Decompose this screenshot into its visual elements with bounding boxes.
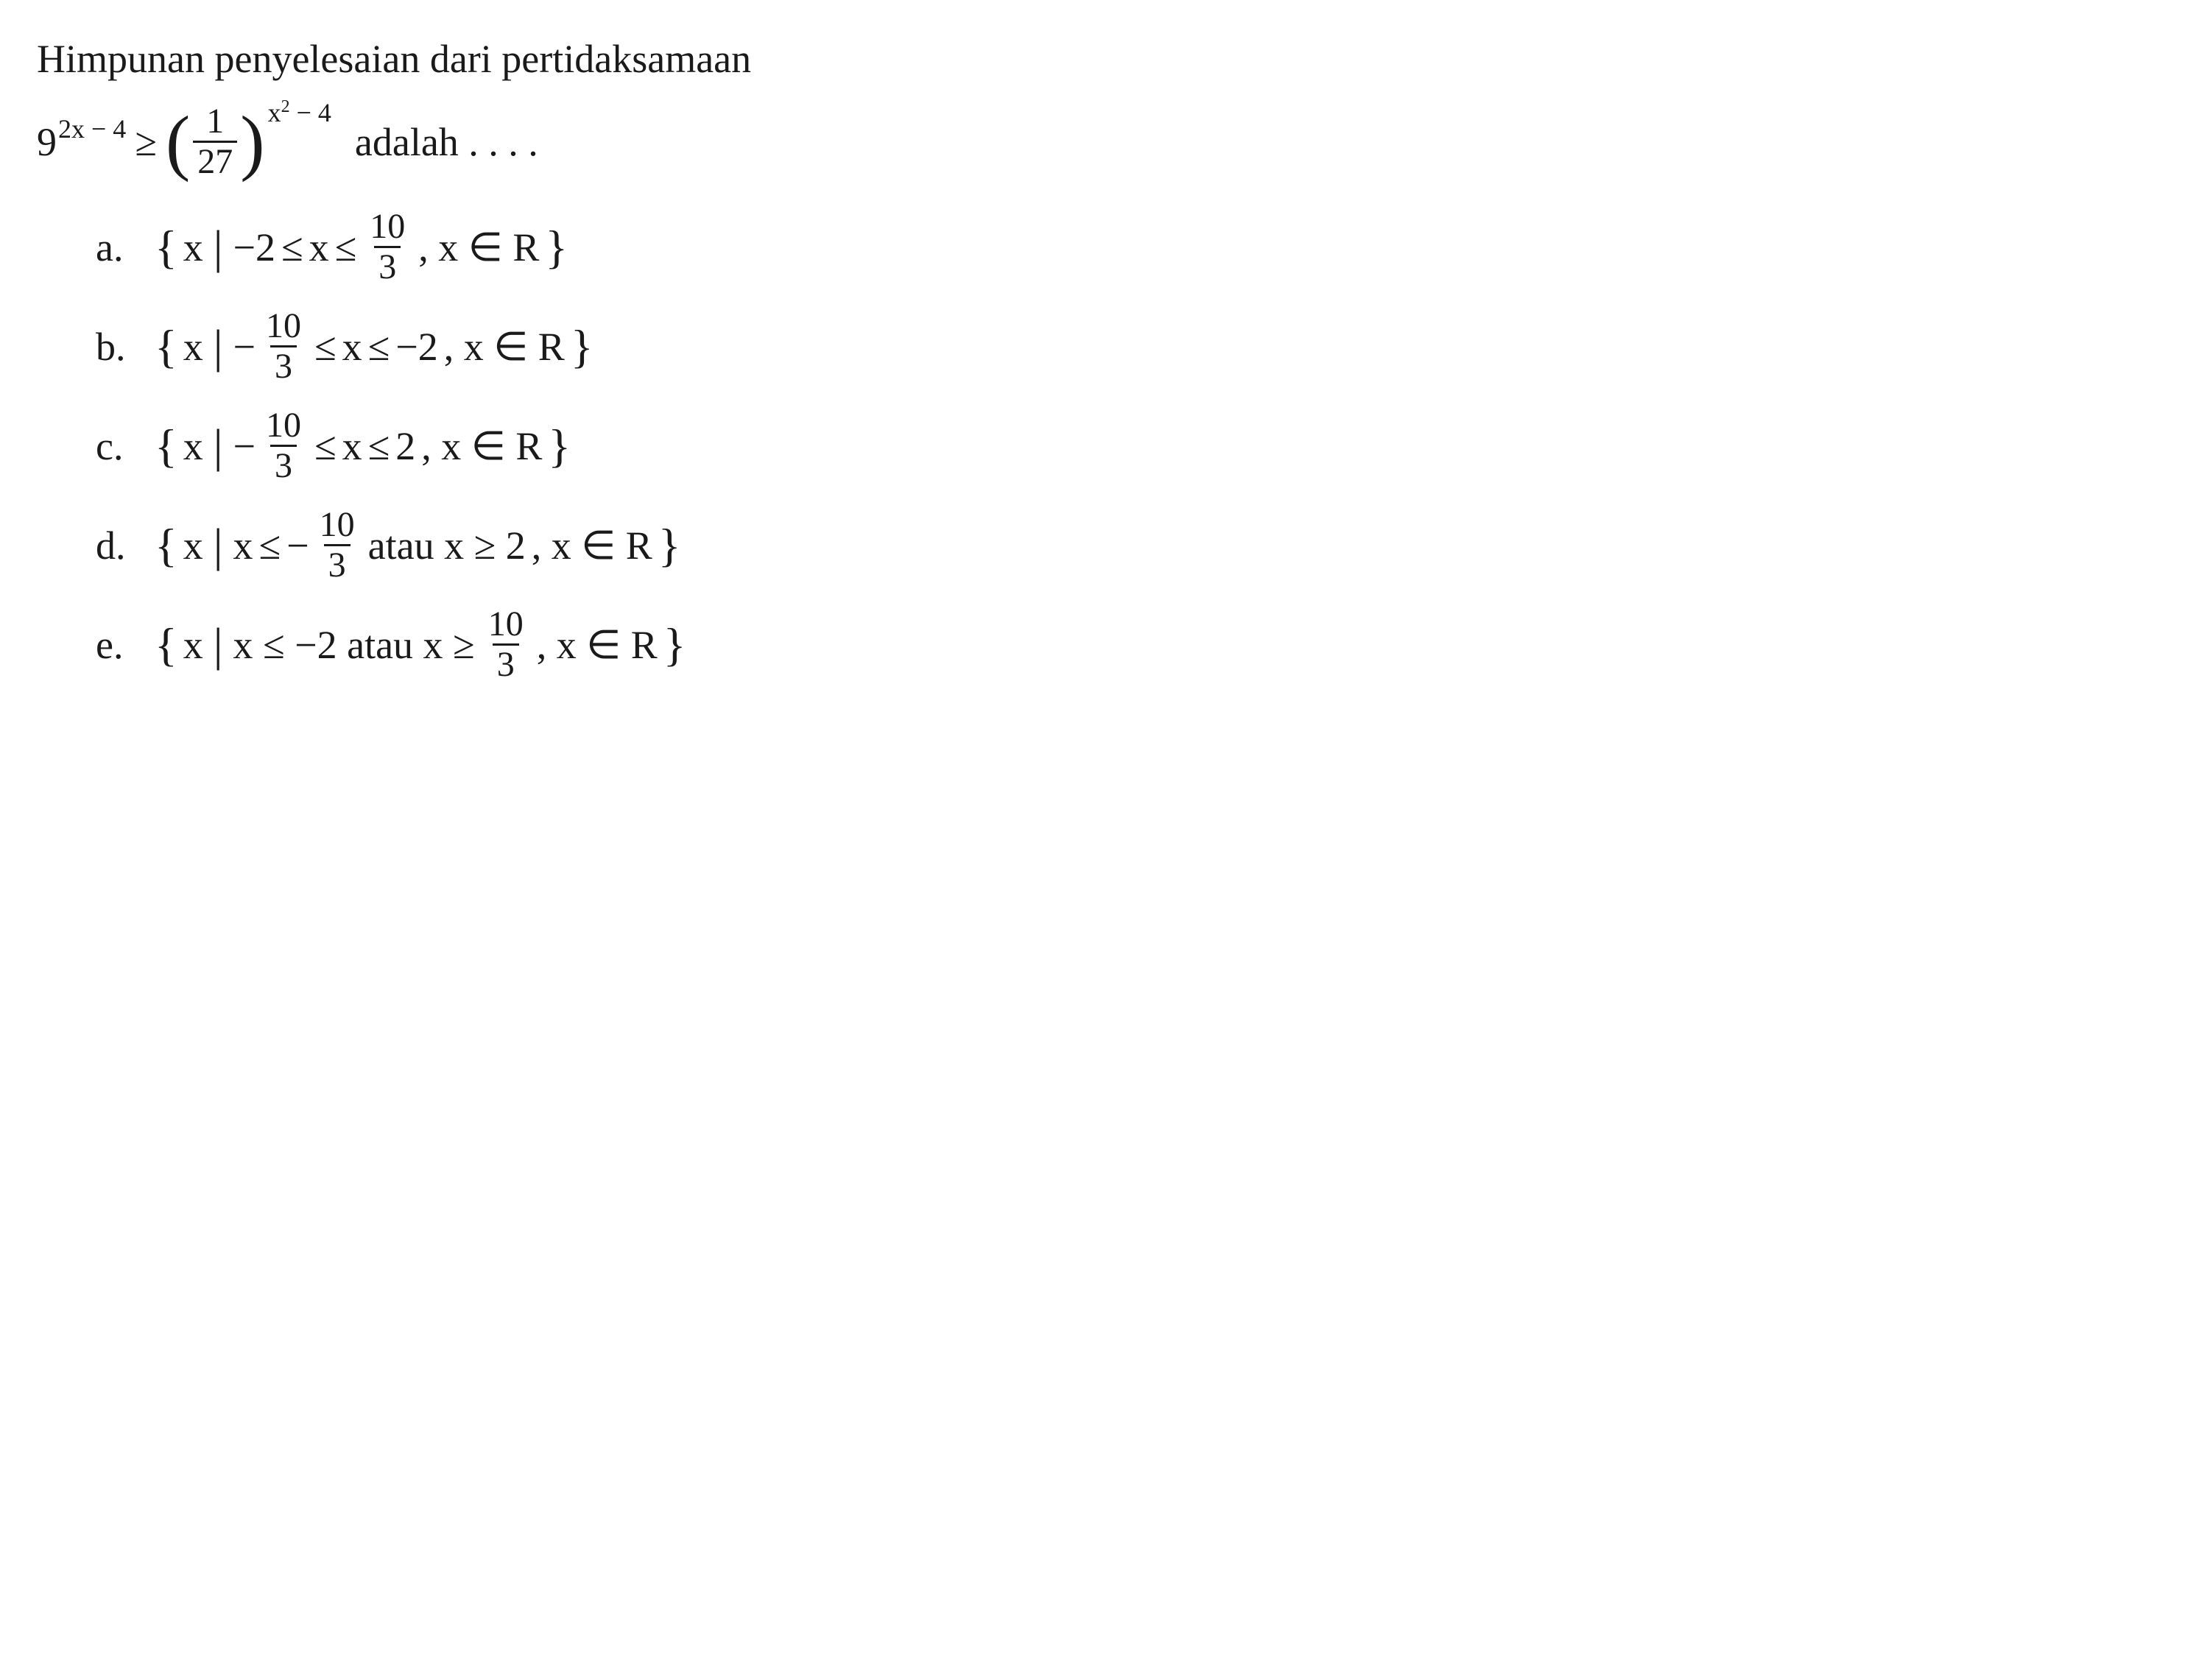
exp-sq: 2: [281, 97, 290, 116]
geq-symbol: ≥: [135, 119, 157, 165]
option-d: d. { x | x ≤ − 10 3 atau x ≥ 2 , x ∈ R }: [96, 507, 2175, 583]
brace-right: }: [545, 220, 568, 275]
brace-left: {: [155, 220, 177, 275]
pipe: |: [214, 419, 223, 473]
d-atau: atau x ≥ 2: [368, 523, 526, 568]
a-frac: 10 3: [365, 209, 409, 285]
pipe: |: [214, 518, 223, 573]
brace-right: }: [658, 518, 681, 573]
frac-num: 1: [202, 104, 228, 141]
left-exponent: 2x − 4: [58, 113, 126, 144]
brace-right: }: [548, 419, 571, 473]
a-frac-num: 10: [365, 209, 409, 246]
c-frac-num: 10: [261, 408, 306, 445]
b-mid: x: [342, 324, 362, 370]
leq2: ≤: [335, 225, 357, 270]
option-e: e. { x | x ≤ −2 atau x ≥ 10 3 , x ∈ R }: [96, 607, 2175, 682]
brace-right: }: [663, 618, 686, 672]
question-intro: Himpunan penyelesaian dari pertidaksamaa…: [37, 29, 2175, 89]
c-mid: x: [342, 423, 362, 469]
e-tail: , x ∈ R: [537, 621, 658, 668]
d-lhs: x: [233, 523, 253, 568]
b-frac-num: 10: [261, 308, 306, 345]
option-d-content: { x | x ≤ − 10 3 atau x ≥ 2 , x ∈ R }: [155, 507, 681, 583]
d-tail: , x ∈ R: [532, 522, 652, 568]
option-a-label: a.: [96, 225, 133, 270]
b-frac-den: 3: [270, 345, 297, 384]
e-frac-den: 3: [493, 643, 519, 682]
leq1: ≤: [314, 423, 337, 469]
neg: −: [233, 324, 256, 370]
option-c-content: { x | − 10 3 ≤ x ≤ 2 , x ∈ R }: [155, 408, 571, 484]
option-e-content: { x | x ≤ −2 atau x ≥ 10 3 , x ∈ R }: [155, 607, 686, 682]
inequality-expression: 9 2x − 4 ≥ ( 1 27 ) x2 − 4 adalah . . . …: [37, 104, 2175, 180]
brace-right: }: [571, 320, 593, 374]
e-frac-num: 10: [484, 607, 528, 643]
option-a: a. { x | −2 ≤ x ≤ 10 3 , x ∈ R }: [96, 209, 2175, 285]
options-list: a. { x | −2 ≤ x ≤ 10 3 , x ∈ R } b. { x …: [37, 209, 2175, 682]
adalah-text: adalah . . . .: [355, 119, 538, 165]
neg: −: [286, 523, 309, 568]
a-frac-den: 3: [374, 246, 401, 285]
leq2: ≤: [368, 324, 390, 370]
brace-left: {: [155, 618, 177, 672]
c-neg-frac: − 10 3: [233, 408, 309, 484]
leq1: ≤: [314, 324, 337, 370]
leq1: ≤: [259, 523, 281, 568]
leq1: ≤: [281, 225, 303, 270]
option-c-label: c.: [96, 423, 133, 469]
right-exponent: x2 − 4: [268, 97, 331, 128]
b-tail: , x ∈ R: [444, 323, 565, 370]
option-b: b. { x | − 10 3 ≤ x ≤ −2 , x ∈ R }: [96, 308, 2175, 384]
pipe: |: [214, 618, 223, 672]
e-lhs: x ≤ −2 atau x ≥: [233, 622, 475, 668]
fraction-1-27: 1 27: [193, 104, 237, 180]
option-c: c. { x | − 10 3 ≤ x ≤ 2 , x ∈ R }: [96, 408, 2175, 484]
a-mid: x: [309, 225, 329, 270]
left-base: 9: [37, 119, 57, 165]
left-side: 9 2x − 4: [37, 119, 126, 165]
b-neg-frac: − 10 3: [233, 308, 309, 384]
a-lhs: −2: [233, 225, 275, 270]
d-frac: 10 3: [315, 507, 359, 583]
a-tail: , x ∈ R: [418, 224, 539, 270]
var-x: x: [183, 622, 203, 668]
b-rhs: −2: [395, 324, 437, 370]
e-frac: 10 3: [484, 607, 528, 682]
c-tail: , x ∈ R: [421, 423, 542, 469]
brace-left: {: [155, 419, 177, 473]
right-paren: ): [240, 113, 264, 172]
option-b-content: { x | − 10 3 ≤ x ≤ −2 , x ∈ R }: [155, 308, 593, 384]
option-a-content: { x | −2 ≤ x ≤ 10 3 , x ∈ R }: [155, 209, 568, 285]
option-e-label: e.: [96, 622, 133, 668]
d-neg-frac: − 10 3: [286, 507, 362, 583]
option-d-label: d.: [96, 523, 133, 568]
c-frac: 10 3: [261, 408, 306, 484]
leq2: ≤: [368, 423, 390, 469]
option-b-label: b.: [96, 324, 133, 370]
var-x: x: [183, 423, 203, 469]
c-frac-den: 3: [270, 445, 297, 484]
pipe: |: [214, 320, 223, 374]
var-x: x: [183, 324, 203, 370]
b-frac: 10 3: [261, 308, 306, 384]
var-x: x: [183, 523, 203, 568]
var-x: x: [183, 225, 203, 270]
d-frac-den: 3: [324, 544, 351, 583]
exp-rest: − 4: [290, 98, 331, 127]
pipe: |: [214, 220, 223, 275]
frac-den: 27: [193, 141, 237, 180]
brace-left: {: [155, 320, 177, 374]
right-side: ( 1 27 ) x2 − 4: [166, 104, 331, 180]
d-frac-num: 10: [315, 507, 359, 544]
brace-left: {: [155, 518, 177, 573]
c-rhs: 2: [395, 423, 415, 469]
neg: −: [233, 423, 256, 469]
left-paren: (: [166, 113, 190, 172]
exp-x: x: [268, 98, 281, 127]
